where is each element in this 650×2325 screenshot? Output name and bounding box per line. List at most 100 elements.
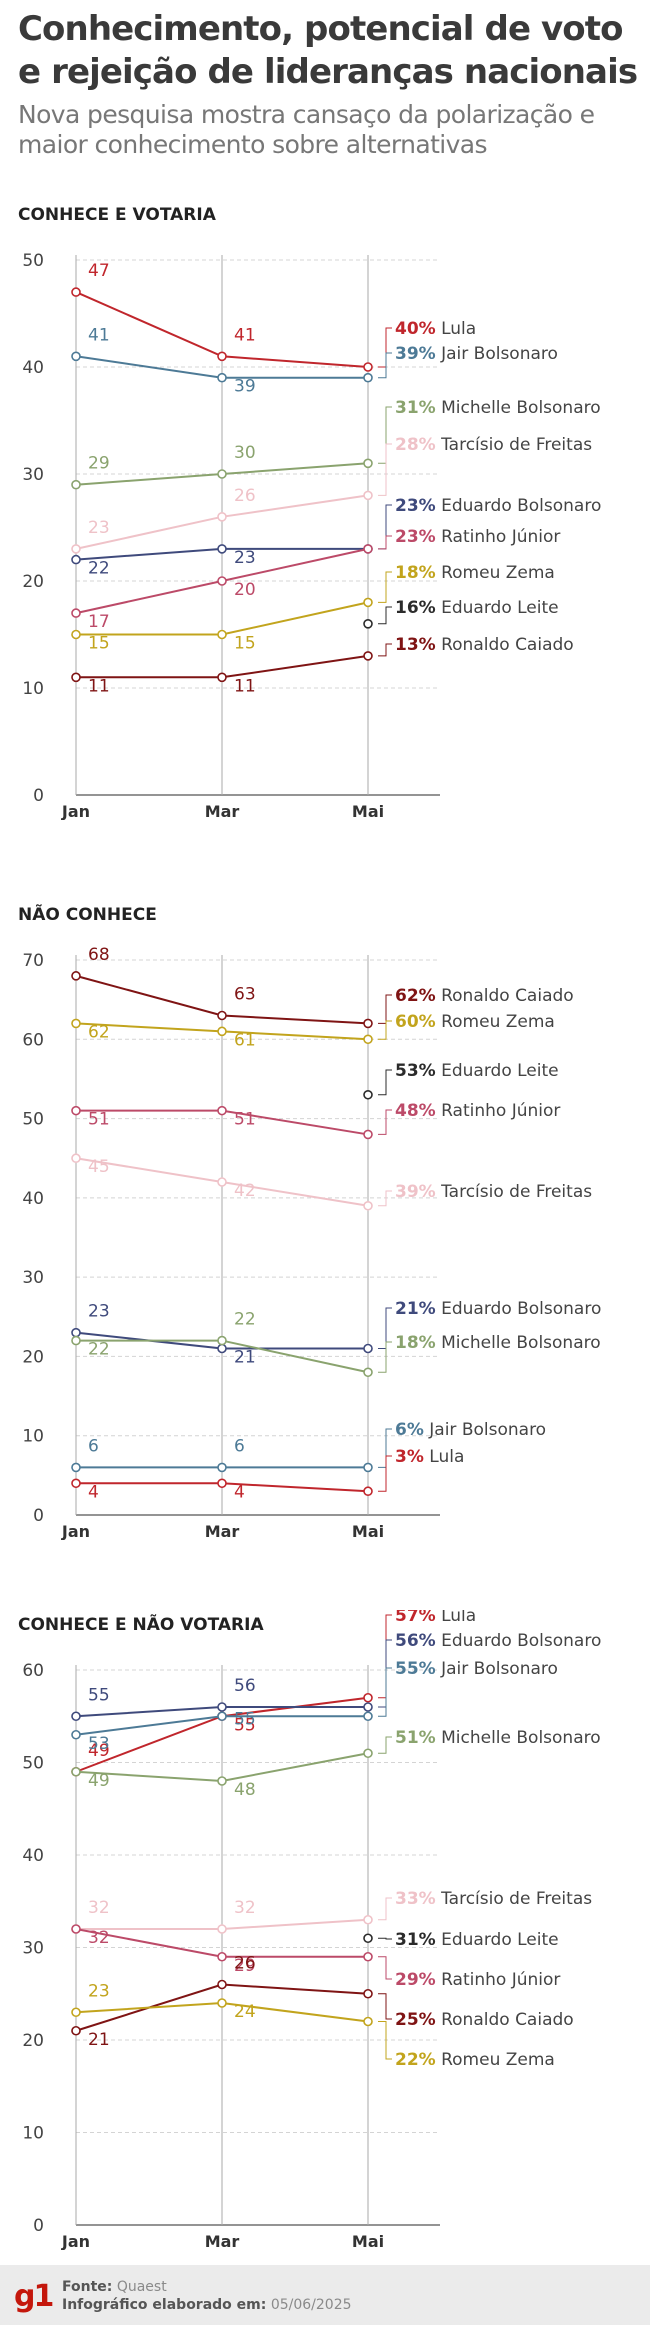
data-point [217,1979,227,1990]
footer: g1 Fonte: Quaest Infográfico elaborado e… [0,2265,650,2325]
series-name: Romeu Zema [436,2050,555,2070]
label-leader [378,1736,392,1754]
data-point [217,469,227,479]
y-tick-label: 40 [22,1189,44,1209]
y-tick-label: 50 [22,1754,44,1774]
data-point [217,544,227,554]
series-name: Jair Bolsonaro [424,1420,546,1440]
data-point [363,1343,373,1354]
x-tick-label: Mai [352,1522,384,1540]
end-value: 6% [395,1420,424,1440]
label-leader [378,352,392,379]
date-label: Infográfico elaborado em: [62,2297,267,2313]
data-label: 53 [88,1734,110,1754]
series-name: Ratinho Júnior [436,527,561,547]
y-tick-label: 60 [22,1661,44,1681]
data-label: 51 [88,1110,110,1130]
data-point [217,1335,227,1346]
series-end-label: 28% Tarcísio de Freitas [395,435,592,455]
data-point [217,1924,227,1934]
data-label: 41 [88,325,110,345]
y-tick-label: 0 [33,1506,44,1526]
data-label: 32 [234,1898,256,1918]
data-point [363,458,373,469]
series-end-label: 21% Eduardo Bolsonaro [395,1299,601,1319]
data-point [363,1129,373,1140]
label-leader [378,994,392,1024]
series-name: Lula [436,319,477,339]
data-label: 6 [234,1436,245,1456]
data-point [363,490,373,501]
end-value: 29% [395,1970,436,1990]
end-value: 22% [395,2050,436,2070]
x-tick-label: Mai [352,2232,384,2250]
data-label: 55 [234,1715,256,1735]
data-label: 32 [88,1898,110,1918]
data-point [71,672,81,683]
data-point [363,1462,373,1473]
data-label: 11 [88,676,110,696]
data-label: 26 [234,1954,256,1974]
label-leader [378,606,392,625]
data-label: 30 [234,443,256,463]
data-point [363,1933,373,1944]
y-tick-label: 30 [22,465,44,485]
series-end-label: 55% Jair Bolsonaro [395,1659,558,1679]
x-tick-label: Jan [61,2232,90,2250]
data-label: 24 [234,2002,256,2022]
data-point [71,1711,81,1722]
data-point [363,544,373,554]
data-point [217,1105,227,1116]
data-label: 29 [234,1956,256,1976]
data-label: 41 [234,325,256,345]
data-point [71,608,81,618]
chart-title: CONHECE E VOTARIA [18,205,217,225]
data-point [217,1177,227,1187]
series-end-label: 22% Romeu Zema [395,2050,555,2070]
end-value: 13% [395,635,436,655]
label-leader [378,643,392,657]
end-value: 56% [395,1631,436,1651]
data-point [217,672,227,683]
data-point [363,1988,373,1999]
data-point [217,351,227,362]
y-tick-label: 30 [22,1939,44,1959]
series-end-label: 31% Eduardo Leite [395,1930,559,1950]
end-value: 39% [395,344,436,364]
series-name: Romeu Zema [436,1012,555,1032]
data-point [71,544,81,554]
data-point [363,2016,373,2027]
data-label: 42 [234,1181,256,1201]
data-point [363,1018,373,1029]
label-leader [378,1428,392,1468]
series-name: Eduardo Leite [436,1061,559,1081]
data-label: 51 [234,1110,256,1130]
end-value: 33% [395,1889,436,1909]
x-tick-label: Mai [352,802,384,820]
data-label: 4 [234,1482,245,1502]
end-value: 25% [395,2010,436,2030]
series-end-label: 6% Jair Bolsonaro [395,1420,546,1440]
series-name: Lula [436,1610,477,1626]
series-name: Ratinho Júnior [436,1970,561,1990]
series-end-label: 13% Ronaldo Caiado [395,635,574,655]
y-tick-label: 40 [22,358,44,378]
end-value: 60% [395,1012,436,1032]
data-label: 26 [234,486,256,506]
series-end-label: 57% Lula [395,1610,476,1626]
series-name: Ronaldo Caiado [436,635,574,655]
series-name: Ronaldo Caiado [436,2010,574,2030]
series-end-label: 39% Tarcísio de Freitas [395,1182,592,1202]
data-point [363,1702,373,1712]
data-point [217,511,227,522]
data-label: 21 [234,1348,256,1368]
end-value: 23% [395,496,436,516]
data-label: 23 [88,1981,110,2001]
data-point [363,1486,373,1497]
chart-conhece-e-votaria: CONHECE E VOTARIA 0 10 20 30 40 50 Jan Mar Mai 47 4… [18,205,601,820]
y-tick-label: 10 [22,2124,44,2144]
data-point [217,1702,227,1712]
data-label: 56 [234,1676,256,1696]
end-value: 53% [395,1061,436,1081]
end-value: 62% [395,986,436,1006]
